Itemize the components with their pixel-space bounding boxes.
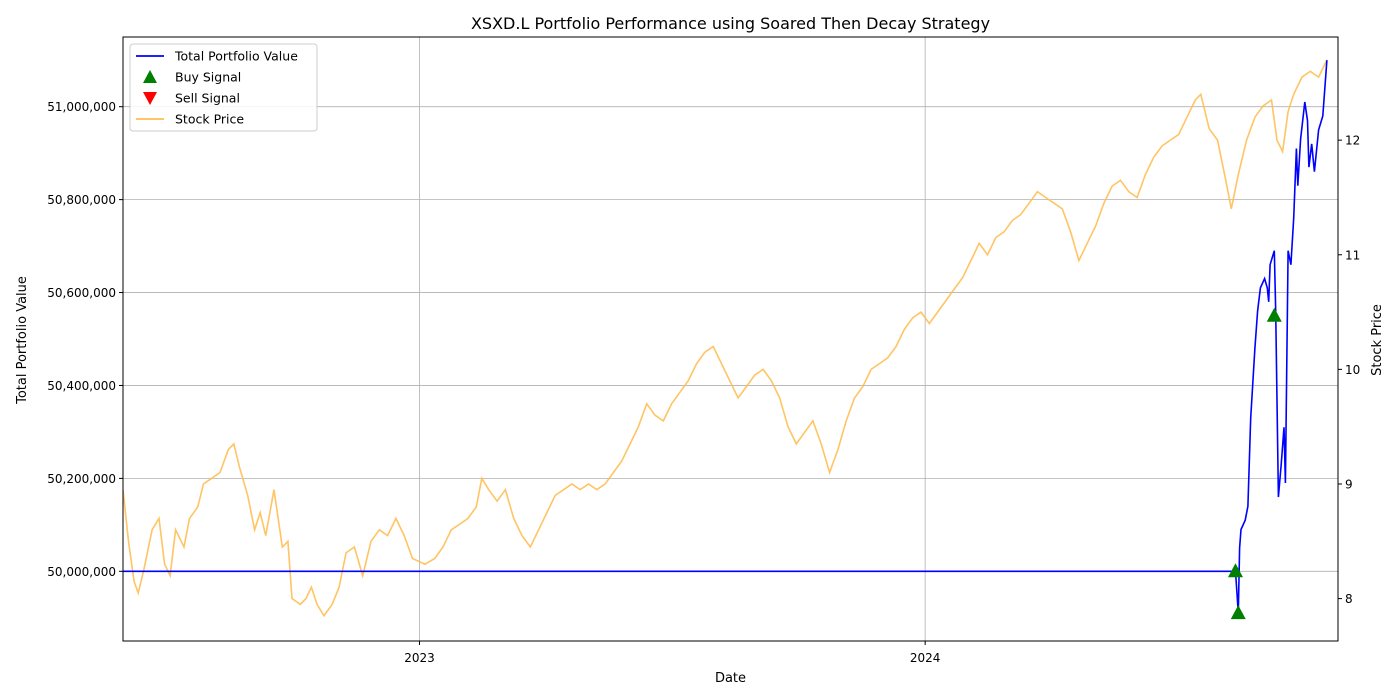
- y-left-tick-label: 50,200,000: [47, 472, 116, 486]
- y-left-tick-label: 50,600,000: [47, 286, 116, 300]
- x-tick-label: 2023: [404, 651, 435, 665]
- y-axis-left-label: Total Portfolio Value: [15, 276, 30, 405]
- x-tick-label: 2024: [910, 651, 941, 665]
- buy-signal-marker: [1230, 605, 1246, 620]
- chart-title: XSXD.L Portfolio Performance using Soare…: [471, 14, 990, 33]
- legend-box: [129, 43, 318, 132]
- y-left-tick-label: 50,000,000: [47, 565, 116, 579]
- legend-label: Sell Signal: [175, 91, 240, 106]
- y-right-tick-label: 8: [1345, 592, 1353, 606]
- x-axis-label: Date: [715, 671, 746, 686]
- buy-signal-marker: [1266, 307, 1282, 322]
- buy-signal-marker: [1227, 563, 1243, 578]
- series-layer: [123, 59, 1328, 620]
- legend: Total Portfolio Value Buy Signal Sell Sign…: [129, 43, 318, 132]
- portfolio-value-line: [123, 60, 1328, 614]
- y-right-tick-label: 12: [1345, 134, 1360, 148]
- legend-swatch: [143, 92, 157, 105]
- legend-swatch: [143, 70, 157, 83]
- y-right-tick-label: 10: [1345, 363, 1360, 377]
- y-left-tick-label: 51,000,000: [47, 100, 116, 114]
- axes: 2023 2024 50,000,000 50,200,000 50,400,000 50…: [47, 100, 1360, 665]
- y-left-tick-label: 50,400,000: [47, 379, 116, 393]
- y-axis-right-label: Stock Price: [1370, 304, 1385, 376]
- y-right-tick-label: 9: [1345, 477, 1353, 491]
- legend-label: Stock Price: [175, 112, 244, 127]
- y-right-tick-label: 11: [1345, 248, 1360, 262]
- plot-frame: [122, 36, 1339, 642]
- y-left-tick-label: 50,800,000: [47, 193, 116, 207]
- stock-price-line: [123, 59, 1328, 618]
- legend-label: Buy Signal: [175, 70, 241, 85]
- legend-label: Total Portfolio Value: [174, 49, 298, 64]
